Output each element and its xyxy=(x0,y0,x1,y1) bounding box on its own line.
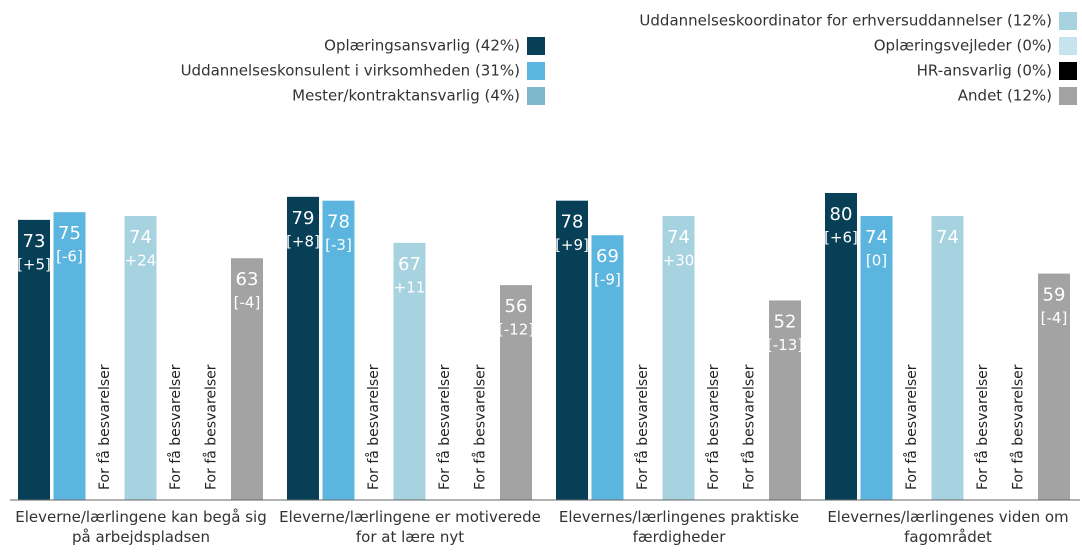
bar xyxy=(931,216,964,500)
change-label: +24 xyxy=(125,252,157,270)
bar xyxy=(591,235,624,500)
change-label: [+5] xyxy=(17,255,51,273)
x-tick-label: Elevernes/lærlingenes viden om fagområde… xyxy=(827,508,1069,546)
bar xyxy=(287,196,319,500)
change-label: [+9] xyxy=(555,236,589,254)
bar xyxy=(662,216,695,500)
bar xyxy=(556,200,588,501)
value-label: 56 xyxy=(505,296,528,317)
bar xyxy=(769,300,801,500)
value-label: 69 xyxy=(596,246,619,267)
missing-label: For få besvarelser xyxy=(472,364,489,490)
bar xyxy=(1038,273,1070,500)
missing-label: For få besvarelser xyxy=(974,364,991,490)
x-tick-label: Eleverne/lærlingene kan begå sig på arbe… xyxy=(15,508,267,546)
change-label: +11 xyxy=(394,278,426,296)
missing-label: For få besvarelser xyxy=(365,364,382,490)
legend-swatch xyxy=(527,87,545,105)
missing-label: For få besvarelser xyxy=(903,364,920,490)
value-label: 79 xyxy=(292,208,315,229)
change-label: [-4] xyxy=(1041,309,1068,327)
legend-label: Andet (12%) xyxy=(958,87,1052,105)
missing-label: For få besvarelser xyxy=(203,364,220,490)
legend-swatch xyxy=(527,37,545,55)
bar xyxy=(231,258,263,500)
missing-label: For få besvarelser xyxy=(634,364,651,490)
bar xyxy=(53,212,86,500)
legend-swatch xyxy=(1059,87,1077,105)
value-label: 67 xyxy=(398,254,421,275)
value-label: 78 xyxy=(561,212,584,233)
legend-label: Uddannelseskonsulent i virksomheden (31%… xyxy=(181,62,520,80)
bar xyxy=(124,216,157,500)
value-label: 74 xyxy=(865,227,888,248)
value-label: 63 xyxy=(236,269,259,290)
value-label: 52 xyxy=(774,311,797,332)
bar xyxy=(322,200,355,501)
x-tick-label: Elevernes/lærlingenes praktiske færdighe… xyxy=(558,508,800,546)
change-label: [+6] xyxy=(824,229,858,247)
change-label: [-12] xyxy=(498,321,534,339)
legend-label: Oplæringsansvarlig (42%) xyxy=(324,37,520,55)
missing-label: For få besvarelser xyxy=(1010,364,1027,490)
bar xyxy=(860,216,893,500)
change-label: [-4] xyxy=(234,294,261,312)
bar xyxy=(825,193,857,500)
legend-label: Oplæringsvejleder (0%) xyxy=(874,37,1052,55)
legend-label: Mester/kontraktansvarlig (4%) xyxy=(292,87,520,105)
change-label: [-6] xyxy=(56,248,83,266)
value-label: 59 xyxy=(1043,285,1066,306)
bar xyxy=(500,285,532,500)
missing-label: For få besvarelser xyxy=(705,364,722,490)
value-label: 80 xyxy=(830,204,853,225)
value-label: 78 xyxy=(327,212,350,233)
missing-label: For få besvarelser xyxy=(436,364,453,490)
bar xyxy=(18,219,50,501)
value-label: 75 xyxy=(58,223,81,244)
legend-label: Uddannelseskoordinator for erhversuddann… xyxy=(639,12,1052,30)
value-label: 73 xyxy=(23,231,46,252)
value-label: 74 xyxy=(667,227,690,248)
change-label: [-13] xyxy=(767,336,803,354)
change-label: [-9] xyxy=(594,271,621,289)
change-label: +30 xyxy=(663,252,695,270)
legend-swatch xyxy=(527,62,545,80)
legend-swatch xyxy=(1059,12,1077,30)
value-label: 74 xyxy=(129,227,152,248)
bar xyxy=(393,242,426,500)
legend-swatch xyxy=(1059,37,1077,55)
legend-swatch xyxy=(1059,62,1077,80)
change-label: [+8] xyxy=(286,232,320,250)
missing-label: For få besvarelser xyxy=(96,364,113,490)
x-tick-label: Eleverne/lærlingene er motiverede for at… xyxy=(279,508,541,546)
change-label: [-3] xyxy=(325,236,352,254)
missing-label: For få besvarelser xyxy=(167,364,184,490)
legend-label: HR-ansvarlig (0%) xyxy=(917,62,1052,80)
value-label: 74 xyxy=(936,227,959,248)
change-label: [0] xyxy=(866,252,887,270)
missing-label: For få besvarelser xyxy=(741,364,758,490)
